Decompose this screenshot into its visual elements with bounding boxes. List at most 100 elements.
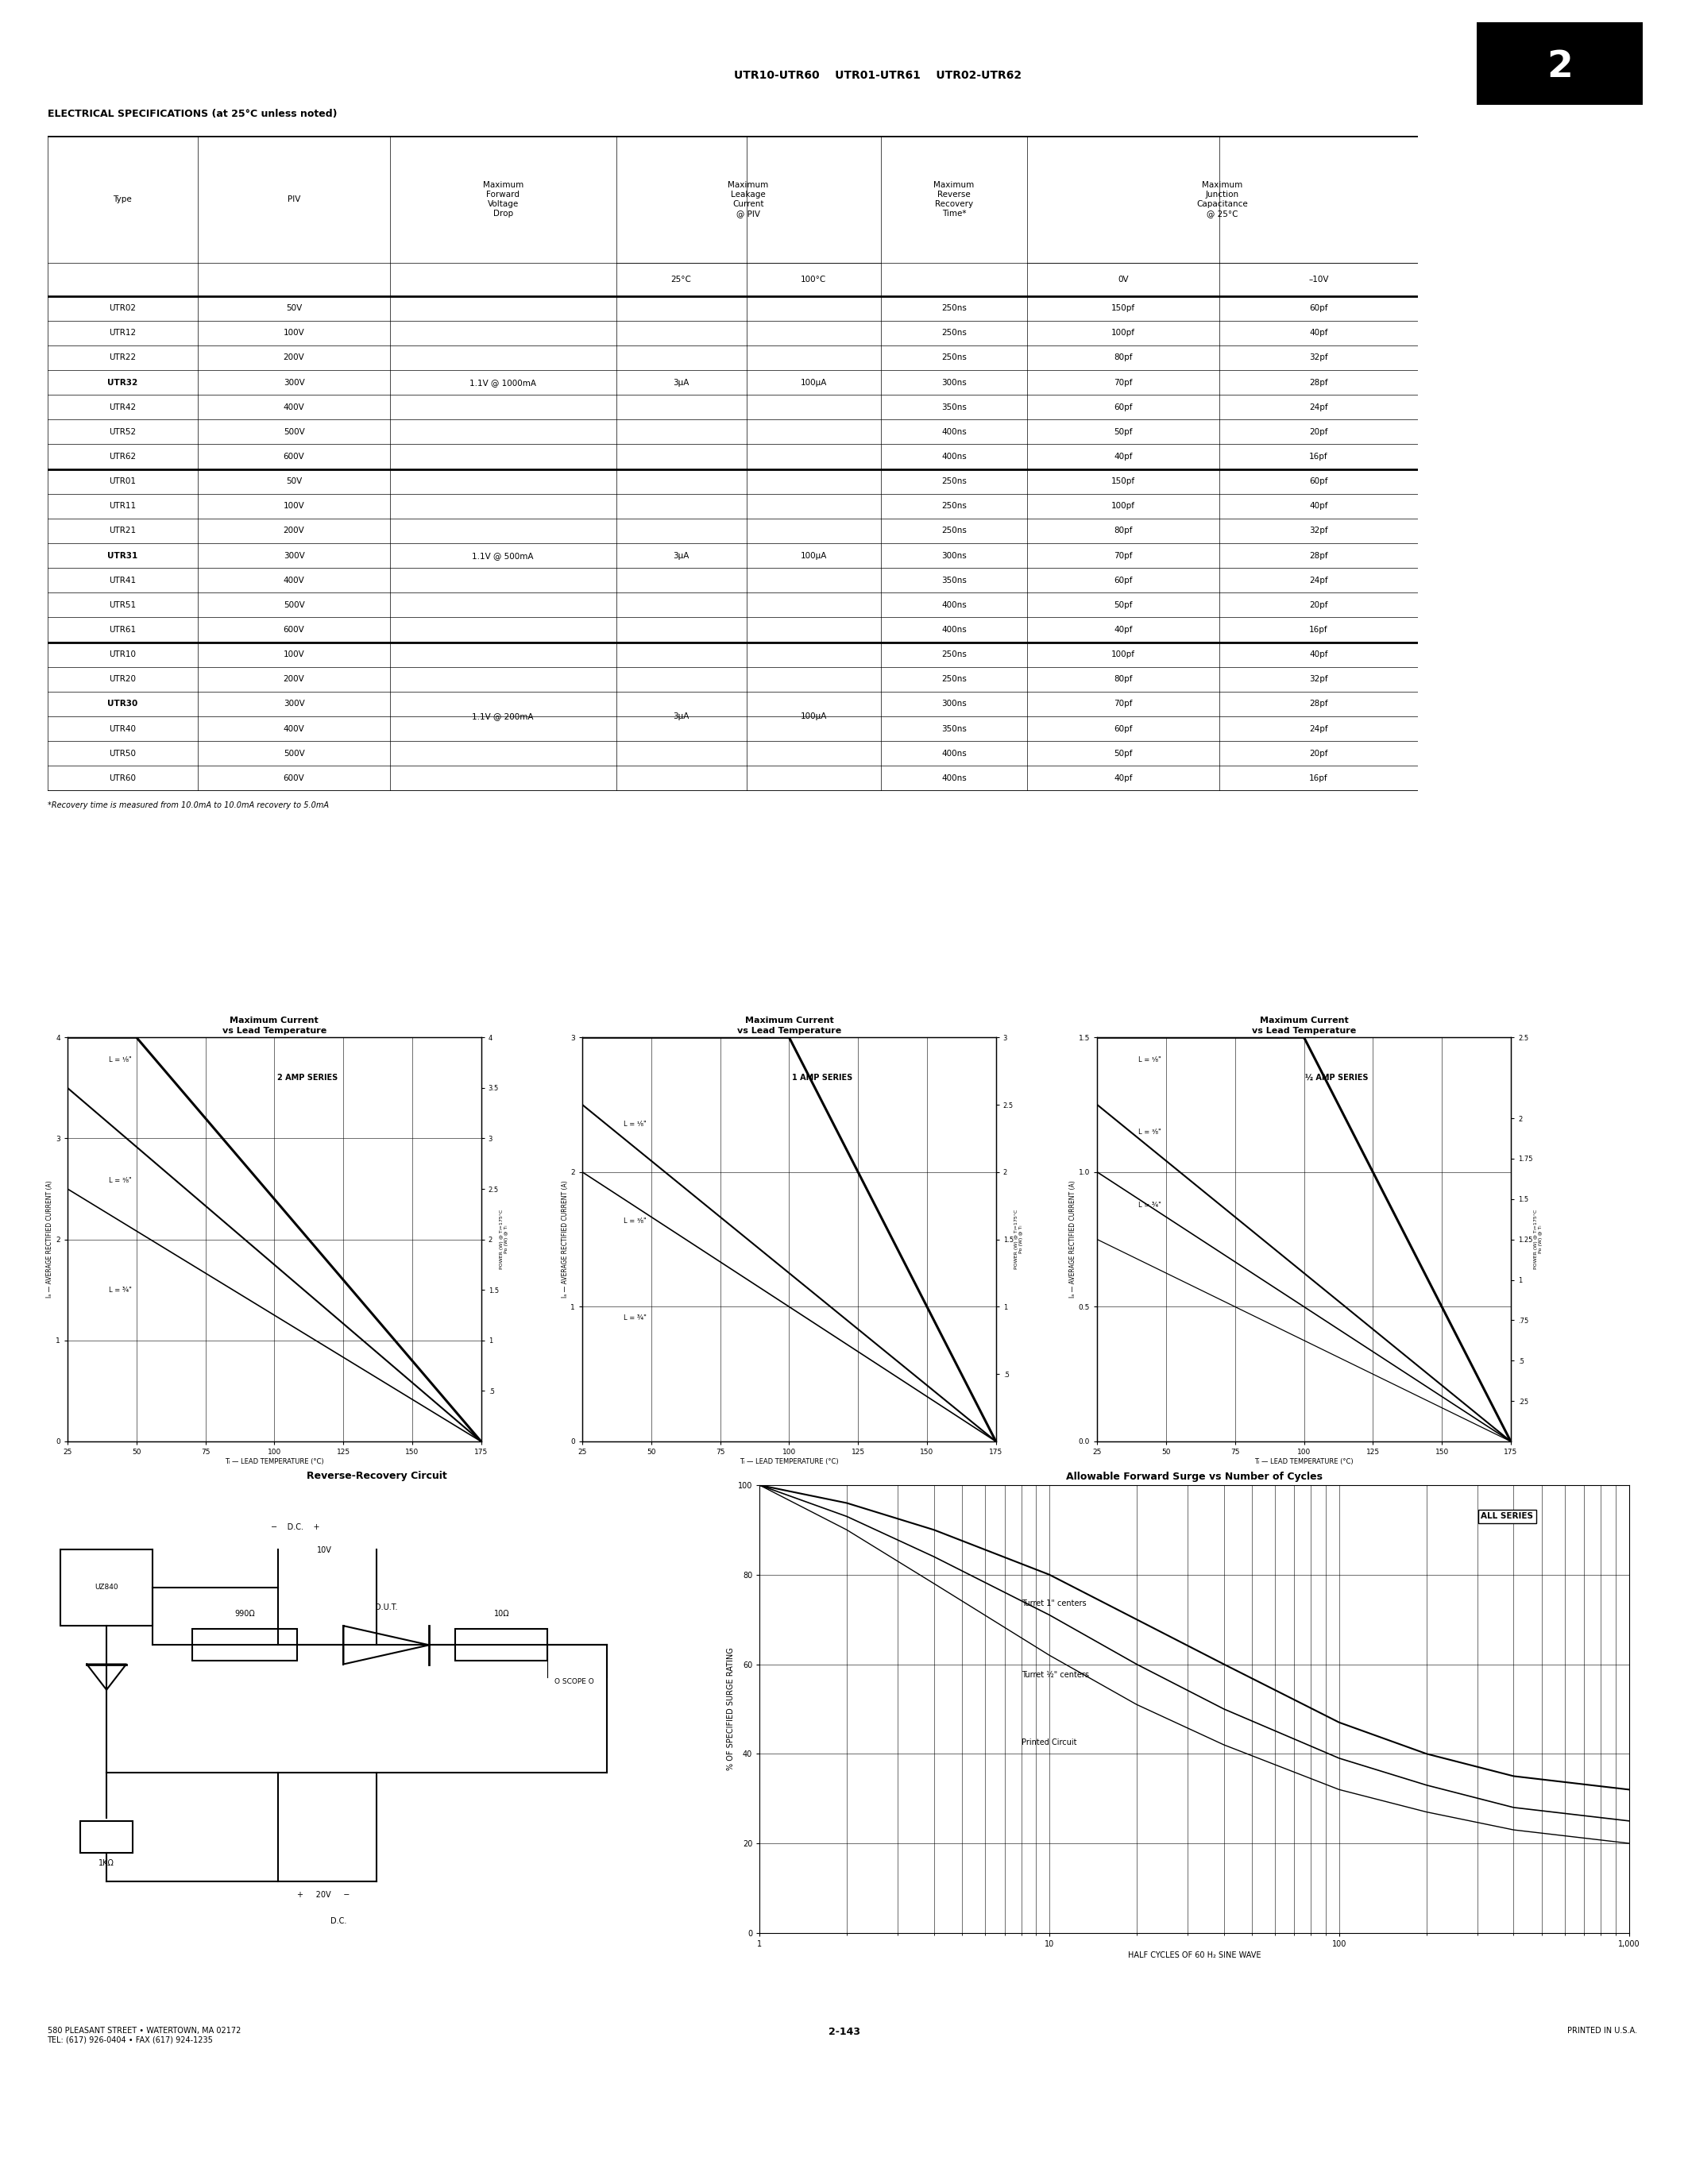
Text: 24pf: 24pf — [1310, 577, 1328, 585]
Text: 400V: 400V — [284, 404, 304, 411]
Text: 600V: 600V — [284, 627, 304, 633]
Text: 50V: 50V — [285, 478, 302, 485]
Title: Reverse-Recovery Circuit: Reverse-Recovery Circuit — [306, 1470, 447, 1481]
Y-axis label: % OF SPECIFIED SURGE RATING: % OF SPECIFIED SURGE RATING — [726, 1647, 734, 1771]
Text: 100V: 100V — [284, 502, 304, 511]
Y-axis label: Iₐ — AVERAGE RECTIFIED CURRENT (A): Iₐ — AVERAGE RECTIFIED CURRENT (A) — [562, 1182, 569, 1297]
Text: 250ns: 250ns — [942, 502, 967, 511]
Text: 1.1V @ 1000mA: 1.1V @ 1000mA — [469, 378, 537, 387]
Text: 70pf: 70pf — [1114, 553, 1133, 559]
Text: 50V: 50V — [285, 304, 302, 312]
Text: UTR22: UTR22 — [110, 354, 137, 363]
Text: 20pf: 20pf — [1310, 428, 1328, 437]
Y-axis label: POWER (W) @ Tₗ=175°C
Pᴅ (W) @ Tₗ: POWER (W) @ Tₗ=175°C Pᴅ (W) @ Tₗ — [500, 1210, 508, 1269]
Text: L = ³⁄₈": L = ³⁄₈" — [1138, 1129, 1161, 1136]
Text: 600V: 600V — [284, 775, 304, 782]
Text: 70pf: 70pf — [1114, 378, 1133, 387]
Text: UTR60: UTR60 — [110, 775, 137, 782]
Text: 32pf: 32pf — [1310, 675, 1328, 684]
Text: 150pf: 150pf — [1111, 304, 1136, 312]
Text: UTR20: UTR20 — [110, 675, 137, 684]
Text: Type: Type — [113, 194, 132, 203]
Text: 16pf: 16pf — [1310, 452, 1328, 461]
Bar — [456, 1629, 547, 1662]
Y-axis label: POWER (W) @ Tₗ=175°C
Pᴅ (W) @ Tₗ: POWER (W) @ Tₗ=175°C Pᴅ (W) @ Tₗ — [1534, 1210, 1543, 1269]
Text: 250ns: 250ns — [942, 354, 967, 363]
Y-axis label: POWER (W) @ Tₗ=175°C
Pᴅ (W) @ Tₗ: POWER (W) @ Tₗ=175°C Pᴅ (W) @ Tₗ — [1014, 1210, 1023, 1269]
Title: Allowable Forward Surge vs Number of Cycles: Allowable Forward Surge vs Number of Cyc… — [1067, 1472, 1323, 1483]
Text: L = ¹⁄₈": L = ¹⁄₈" — [1138, 1057, 1161, 1064]
Text: 60pf: 60pf — [1310, 304, 1328, 312]
Text: 10Ω: 10Ω — [493, 1610, 510, 1618]
Text: 400ns: 400ns — [942, 775, 967, 782]
Text: UTR52: UTR52 — [110, 428, 137, 437]
Text: 200V: 200V — [284, 675, 304, 684]
Text: UTR50: UTR50 — [110, 749, 137, 758]
Text: 400ns: 400ns — [942, 601, 967, 609]
Text: 20pf: 20pf — [1310, 749, 1328, 758]
Text: 350ns: 350ns — [942, 577, 967, 585]
Title: Maximum Current
vs Lead Temperature: Maximum Current vs Lead Temperature — [223, 1018, 326, 1035]
Text: ½ AMP SERIES: ½ AMP SERIES — [1305, 1075, 1369, 1081]
Text: 16pf: 16pf — [1310, 627, 1328, 633]
Text: Turret 1" centers: Turret 1" centers — [1021, 1599, 1085, 1607]
Text: 80pf: 80pf — [1114, 354, 1133, 363]
Text: UTR10: UTR10 — [110, 651, 137, 660]
Text: L = ¾": L = ¾" — [625, 1315, 647, 1321]
Text: 200V: 200V — [284, 526, 304, 535]
Text: PIV: PIV — [287, 194, 300, 203]
Text: 100pf: 100pf — [1111, 330, 1134, 336]
Text: 100pf: 100pf — [1111, 651, 1134, 660]
Text: 60pf: 60pf — [1310, 478, 1328, 485]
Text: 60pf: 60pf — [1114, 404, 1133, 411]
Y-axis label: Iₐ — AVERAGE RECTIFIED CURRENT (A): Iₐ — AVERAGE RECTIFIED CURRENT (A) — [1069, 1182, 1077, 1297]
Y-axis label: Iₐ — AVERAGE RECTIFIED CURRENT (A): Iₐ — AVERAGE RECTIFIED CURRENT (A) — [47, 1182, 54, 1297]
Text: 80pf: 80pf — [1114, 526, 1133, 535]
Text: 250ns: 250ns — [942, 478, 967, 485]
Text: 1 AMP SERIES: 1 AMP SERIES — [792, 1075, 852, 1081]
Text: 100μA: 100μA — [800, 378, 827, 387]
Text: 100V: 100V — [284, 330, 304, 336]
Text: UTR01: UTR01 — [110, 478, 137, 485]
Text: UTR32: UTR32 — [108, 378, 138, 387]
Text: 400ns: 400ns — [942, 627, 967, 633]
Text: 25°C: 25°C — [670, 275, 692, 284]
Text: 1.1V @ 500mA: 1.1V @ 500mA — [473, 553, 533, 559]
Text: 60pf: 60pf — [1114, 725, 1133, 734]
Text: Maximum
Forward
Voltage
Drop: Maximum Forward Voltage Drop — [483, 181, 523, 218]
Text: 250ns: 250ns — [942, 675, 967, 684]
Text: ELECTRICAL SPECIFICATIONS (at 25°C unless noted): ELECTRICAL SPECIFICATIONS (at 25°C unles… — [47, 109, 338, 120]
Text: L = ³⁄₈": L = ³⁄₈" — [625, 1219, 647, 1225]
Text: 400V: 400V — [284, 725, 304, 734]
Text: UTR02: UTR02 — [110, 304, 137, 312]
Text: Maximum
Leakage
Current
@ PIV: Maximum Leakage Current @ PIV — [728, 181, 768, 218]
Text: 40pf: 40pf — [1310, 330, 1328, 336]
Text: UTR10-UTR60    UTR01-UTR61    UTR02-UTR62: UTR10-UTR60 UTR01-UTR61 UTR02-UTR62 — [734, 70, 1021, 81]
Text: 3μA: 3μA — [674, 712, 689, 721]
Text: 300ns: 300ns — [942, 701, 967, 708]
X-axis label: HALF CYCLES OF 60 H₂ SINE WAVE: HALF CYCLES OF 60 H₂ SINE WAVE — [1128, 1950, 1261, 1959]
Text: PRINTED IN U.S.A.: PRINTED IN U.S.A. — [1568, 2027, 1637, 2035]
Text: UTR31: UTR31 — [108, 553, 138, 559]
Text: O SCOPE O: O SCOPE O — [554, 1677, 594, 1686]
Text: L = ¹⁄₈": L = ¹⁄₈" — [108, 1057, 132, 1064]
Text: +     20V     −: + 20V − — [297, 1891, 349, 1900]
Text: Maximum
Junction
Capacitance
@ 25°C: Maximum Junction Capacitance @ 25°C — [1197, 181, 1249, 218]
Bar — [192, 1629, 297, 1662]
Bar — [81, 1821, 133, 1852]
Text: 300V: 300V — [284, 553, 304, 559]
Text: 3μA: 3μA — [674, 378, 689, 387]
Text: UTR42: UTR42 — [110, 404, 137, 411]
Text: UTR30: UTR30 — [108, 701, 138, 708]
Text: 40pf: 40pf — [1114, 452, 1133, 461]
Text: Maximum
Reverse
Recovery
Time*: Maximum Reverse Recovery Time* — [933, 181, 974, 218]
Text: 400ns: 400ns — [942, 749, 967, 758]
Text: 100μA: 100μA — [800, 553, 827, 559]
Text: 0V: 0V — [1117, 275, 1129, 284]
Text: 32pf: 32pf — [1310, 526, 1328, 535]
Text: 250ns: 250ns — [942, 651, 967, 660]
Text: 28pf: 28pf — [1310, 378, 1328, 387]
Text: 70pf: 70pf — [1114, 701, 1133, 708]
Text: 28pf: 28pf — [1310, 553, 1328, 559]
X-axis label: Tₗ — LEAD TEMPERATURE (°C): Tₗ — LEAD TEMPERATURE (°C) — [1254, 1459, 1354, 1465]
